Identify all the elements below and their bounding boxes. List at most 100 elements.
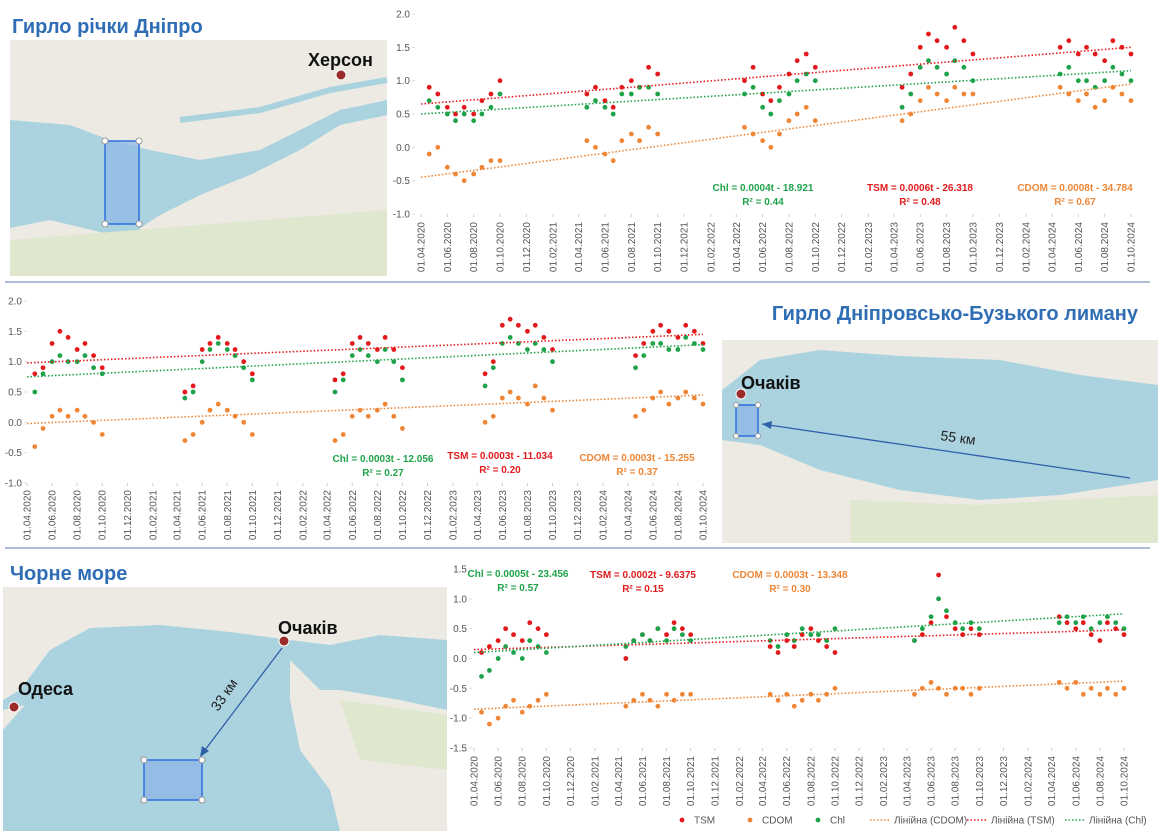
- trend-line: [420, 69, 1132, 115]
- data-point: [832, 650, 838, 655]
- data-point: [768, 98, 774, 104]
- data-point: [1084, 91, 1089, 97]
- data-point: [40, 365, 46, 371]
- x-tick-label: 01.04.2022: [732, 222, 743, 272]
- x-tick-label: 01.06.2023: [927, 756, 938, 806]
- data-point: [435, 91, 441, 97]
- data-point: [400, 377, 405, 383]
- data-point: [1102, 58, 1108, 64]
- x-tick-label: 01.06.2020: [443, 222, 454, 272]
- data-point: [40, 371, 46, 377]
- data-point: [679, 632, 685, 638]
- x-tick-label: 01.08.2021: [662, 756, 673, 806]
- data-point: [623, 703, 629, 709]
- data-point: [912, 691, 917, 697]
- data-point: [960, 632, 966, 638]
- data-point: [541, 395, 547, 401]
- data-point: [249, 371, 255, 377]
- data-point: [249, 432, 255, 437]
- data-point: [515, 395, 521, 401]
- data-point: [374, 407, 380, 413]
- x-tick-label: 01.08.2020: [518, 756, 529, 806]
- data-point: [207, 341, 213, 346]
- data-point: [934, 64, 940, 70]
- data-point: [1097, 620, 1103, 626]
- data-point: [928, 679, 934, 685]
- data-point: [426, 151, 432, 157]
- data-point: [340, 377, 346, 383]
- data-point: [1119, 71, 1125, 77]
- data-point: [899, 118, 905, 124]
- data-point: [1056, 614, 1062, 620]
- data-point: [241, 419, 247, 425]
- data-point: [641, 341, 647, 346]
- x-tick-label: 01.02.2022: [298, 490, 309, 540]
- trend-line: [473, 612, 1125, 654]
- data-point: [82, 353, 88, 358]
- x-tick-label: 01.06.2021: [638, 756, 649, 806]
- legend-label: CDOM: [762, 816, 793, 827]
- data-point: [479, 674, 484, 679]
- data-point: [760, 104, 766, 110]
- data-point: [49, 413, 55, 419]
- x-tick-label: 01.10.2024: [699, 490, 710, 540]
- city-label: Одеса: [18, 679, 74, 699]
- x-tick-label: 01.10.2023: [975, 756, 986, 806]
- x-tick-label: 01.08.2024: [1095, 756, 1106, 806]
- data-point: [799, 626, 805, 632]
- data-point: [340, 371, 346, 377]
- data-point: [919, 632, 925, 638]
- data-point: [675, 395, 681, 401]
- data-point: [1080, 691, 1086, 697]
- map-land: [850, 495, 1158, 543]
- arrow-head: [762, 421, 772, 429]
- x-tick-label: 01.04.2022: [758, 756, 769, 806]
- legend-label: Лінійна (Chl): [1089, 816, 1147, 827]
- data-point: [461, 104, 467, 110]
- data-point: [479, 709, 484, 715]
- data-point: [391, 347, 397, 352]
- data-point: [541, 347, 547, 352]
- data-point: [426, 84, 432, 90]
- x-tick-label: 01.06.2023: [498, 490, 509, 540]
- x-tick-label: 01.02.2024: [1023, 756, 1034, 806]
- x-tick-label: 01.08.2023: [523, 490, 534, 540]
- section-title: Гирло Дніпровсько-Бузького лиману: [772, 303, 1139, 325]
- y-tick-label: -1.0: [393, 210, 411, 221]
- x-tick-label: 01.06.2022: [782, 756, 793, 806]
- data-point: [340, 432, 346, 437]
- data-point: [952, 24, 958, 30]
- handle: [140, 796, 148, 804]
- data-point: [332, 377, 338, 383]
- data-point: [1121, 626, 1127, 632]
- x-tick-label: 01.08.2020: [73, 490, 84, 540]
- x-tick-label: 01.08.2024: [1100, 222, 1111, 272]
- data-point: [453, 171, 458, 177]
- data-point: [57, 328, 63, 334]
- data-point: [952, 685, 958, 691]
- data-point: [488, 91, 494, 97]
- x-tick-label: 01.10.2021: [248, 490, 259, 540]
- data-point: [775, 697, 781, 703]
- data-point: [646, 124, 651, 130]
- data-point: [391, 359, 397, 365]
- data-point: [507, 335, 513, 340]
- data-point: [32, 371, 38, 377]
- data-point: [633, 365, 638, 371]
- data-point: [65, 335, 71, 340]
- data-point: [532, 322, 538, 328]
- x-tick-label: 01.04.2020: [23, 490, 34, 540]
- data-point: [374, 359, 380, 365]
- data-point: [584, 104, 590, 110]
- data-point: [619, 138, 625, 144]
- legend-marker: [815, 817, 821, 823]
- data-point: [332, 438, 338, 443]
- data-point: [666, 401, 672, 407]
- data-point: [57, 407, 63, 413]
- legend-label: TSM: [694, 816, 715, 827]
- handle: [101, 137, 109, 145]
- city-label: Очаків: [741, 373, 801, 393]
- data-point: [91, 365, 97, 371]
- y-tick-label: 0.0: [453, 654, 467, 665]
